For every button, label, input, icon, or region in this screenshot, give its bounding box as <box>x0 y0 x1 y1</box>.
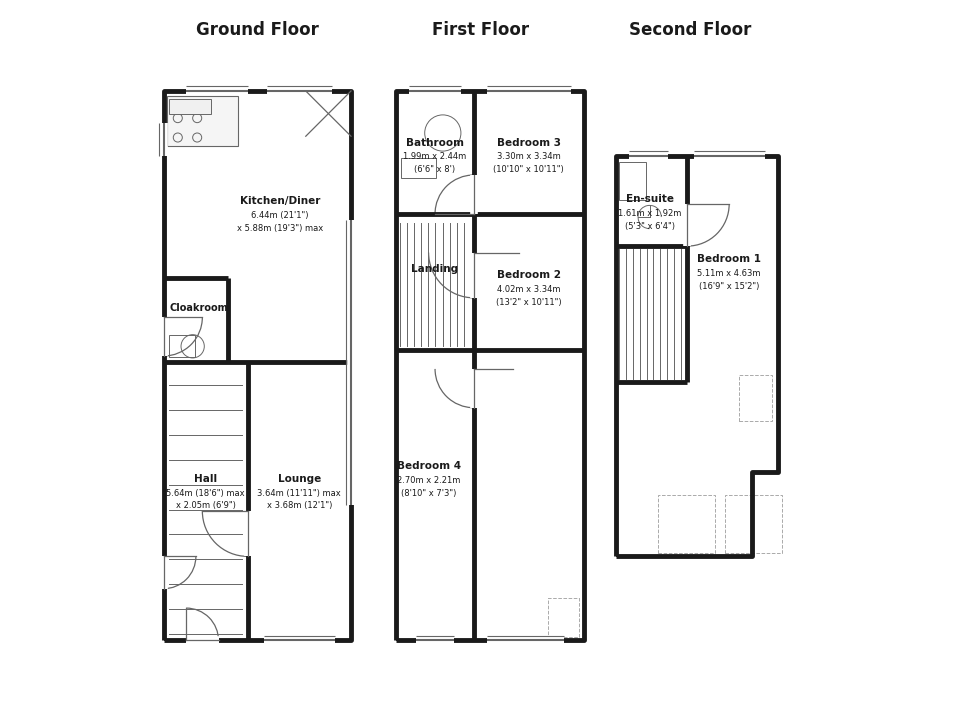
Text: Lounge: Lounge <box>277 473 320 484</box>
Text: (6'6" x 8'): (6'6" x 8') <box>415 165 456 174</box>
Text: 5.64m (18'6") max: 5.64m (18'6") max <box>167 488 245 498</box>
Text: Cloakroom: Cloakroom <box>170 303 228 313</box>
Text: En-suite: En-suite <box>625 194 673 204</box>
Bar <box>739 375 772 421</box>
Text: (13'2" x 10'11"): (13'2" x 10'11") <box>496 298 562 307</box>
Text: Bedroom 3: Bedroom 3 <box>497 137 561 147</box>
Text: Ground Floor: Ground Floor <box>196 21 318 39</box>
Text: 3.64m (11'11") max: 3.64m (11'11") max <box>258 488 341 498</box>
Text: Hall: Hall <box>194 473 218 484</box>
Text: Bathroom: Bathroom <box>406 137 465 147</box>
Text: (16'9" x 15'2"): (16'9" x 15'2") <box>699 282 760 290</box>
Bar <box>619 162 647 199</box>
Bar <box>401 157 436 178</box>
Text: Bedroom 2: Bedroom 2 <box>497 270 561 281</box>
Text: x 2.05m (6'9"): x 2.05m (6'9") <box>175 501 235 511</box>
Text: x 5.88m (19'3") max: x 5.88m (19'3") max <box>237 224 323 233</box>
Bar <box>167 95 238 146</box>
Text: 1.61m x 1.92m: 1.61m x 1.92m <box>618 209 681 218</box>
Text: 2.70m x 2.21m: 2.70m x 2.21m <box>397 476 461 485</box>
Text: First Floor: First Floor <box>432 21 529 39</box>
Text: (5'3" x 6'4"): (5'3" x 6'4") <box>624 221 674 231</box>
Text: 4.02m x 3.34m: 4.02m x 3.34m <box>497 285 561 294</box>
Text: (10'10" x 10'11"): (10'10" x 10'11") <box>493 165 564 174</box>
Text: (8'10" x 7'3"): (8'10" x 7'3") <box>401 488 457 498</box>
Bar <box>658 495 715 553</box>
Text: Kitchen/Diner: Kitchen/Diner <box>240 196 320 206</box>
Text: 5.11m x 4.63m: 5.11m x 4.63m <box>698 268 760 278</box>
Text: x 3.68m (12'1"): x 3.68m (12'1") <box>267 501 332 511</box>
Text: Bedroom 4: Bedroom 4 <box>397 461 461 471</box>
Bar <box>548 598 579 637</box>
Text: 1.99m x 2.44m: 1.99m x 2.44m <box>404 152 466 162</box>
Text: 3.30m x 3.34m: 3.30m x 3.34m <box>497 152 561 162</box>
Text: 6.44m (21'1"): 6.44m (21'1") <box>251 211 309 219</box>
Bar <box>169 100 211 114</box>
Bar <box>169 335 195 357</box>
Text: Second Floor: Second Floor <box>629 21 752 39</box>
Bar <box>724 495 781 553</box>
Text: Landing: Landing <box>412 263 459 273</box>
Text: Bedroom 1: Bedroom 1 <box>697 254 761 264</box>
